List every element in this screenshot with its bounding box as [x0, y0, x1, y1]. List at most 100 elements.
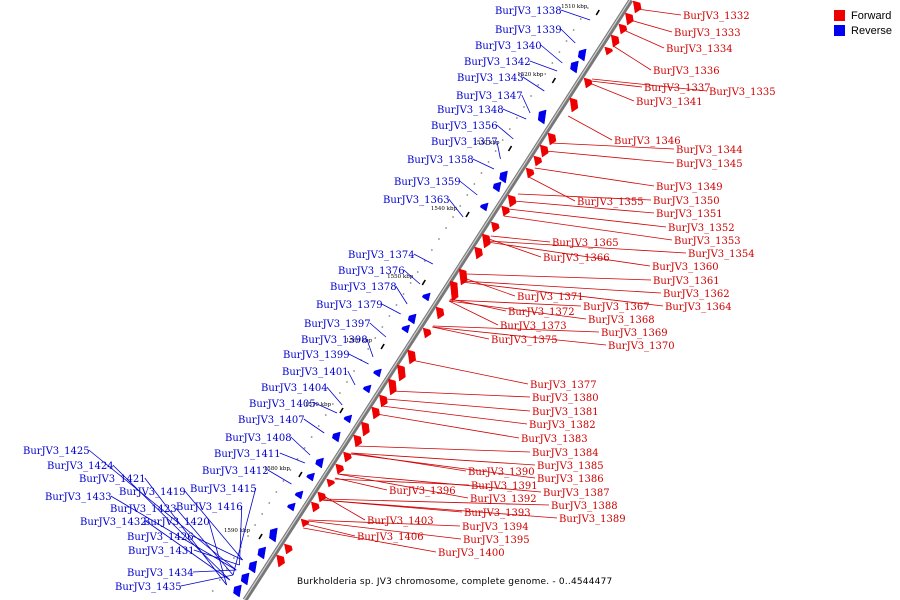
forward-label-leader — [376, 413, 520, 439]
reverse-gene-label: BurJV3_1347 — [456, 91, 523, 102]
reverse-gene-arrow — [269, 527, 278, 543]
reverse-gene-label: BurJV3_1359 — [394, 177, 461, 188]
scale-tick — [465, 211, 470, 218]
forward-gene-arrow — [388, 378, 397, 396]
track-dot — [395, 304, 398, 306]
forward-label-leader — [448, 300, 499, 326]
reverse-gene-arrow — [294, 490, 304, 500]
forward-gene-label: BurJV3_1371 — [517, 292, 584, 303]
forward-label-leader — [590, 80, 643, 88]
reverse-label-leader — [502, 108, 527, 120]
forward-gene-label: BurJV3_1351 — [656, 209, 723, 220]
forward-gene-arrow — [604, 46, 614, 56]
reverse-label-leader — [193, 549, 240, 566]
forward-gene-arrow — [618, 23, 628, 35]
forward-gene-label: BurJV3_1390 — [468, 467, 535, 478]
forward-label-leader — [335, 477, 388, 491]
forward-gene-arrow — [284, 543, 293, 555]
track-dot — [381, 326, 384, 328]
reverse-gene-label: BurJV3_1397 — [304, 319, 371, 330]
forward-gene-label: BurJV3_1362 — [663, 289, 730, 300]
forward-gene-label: BurJV3_1361 — [653, 276, 720, 287]
forward-gene-label: BurJV3_1385 — [537, 461, 604, 472]
reverse-label-leader — [366, 338, 374, 358]
forward-gene-arrow — [501, 205, 510, 217]
forward-gene-arrow — [335, 463, 345, 475]
track-dot — [430, 249, 433, 251]
reverse-label-leader — [184, 490, 243, 561]
scale-label: 1590 kbp — [224, 528, 251, 534]
track-dot — [282, 480, 285, 482]
scale-tick — [258, 533, 263, 540]
reverse-gene-label: BurJV3_1342 — [464, 57, 531, 68]
forward-label-leader — [508, 208, 667, 228]
forward-gene-arrow — [533, 155, 543, 167]
forward-gene-label: BurJV3_1334 — [666, 44, 733, 55]
forward-gene-label: BurJV3_1332 — [683, 11, 750, 22]
reverse-gene-label: BurJV3_1399 — [283, 350, 350, 361]
reverse-label-leader — [560, 28, 576, 44]
scale-label: 1570 kbp — [305, 402, 332, 408]
track-dot — [438, 238, 440, 240]
track-dot — [289, 469, 292, 471]
forward-gene-label: BurJV3_1394 — [462, 522, 529, 533]
reverse-gene-label: BurJV3_1357 — [431, 137, 498, 148]
scale-label: 1530 kbp — [473, 140, 500, 146]
reverse-gene-arrow — [421, 292, 431, 302]
reverse-label-leader — [112, 464, 231, 581]
track-dot — [261, 513, 264, 515]
track-dot — [466, 194, 469, 196]
forward-label-leader — [381, 405, 528, 425]
forward-gene-arrow — [583, 77, 593, 89]
forward-gene-label: BurJV3_1386 — [537, 474, 604, 485]
reverse-gene-label: BurJV3_1338 — [495, 6, 562, 17]
reverse-gene-label: BurJV3_1404 — [261, 383, 328, 394]
reverse-gene-label: BurJV3_1434 — [127, 568, 194, 579]
track-dot — [586, 7, 589, 9]
reverse-gene-label: BurJV3_1401 — [282, 367, 349, 378]
reverse-gene-arrow — [479, 202, 489, 212]
reverse-gene-label: BurJV3_1343 — [457, 73, 524, 84]
forward-gene-label: BurJV3_1341 — [636, 97, 703, 108]
forward-gene-label: BurJV3_1406 — [357, 532, 424, 543]
track-dot — [473, 183, 476, 185]
forward-label-leader — [534, 167, 655, 187]
forward-label-leader — [351, 452, 467, 472]
forward-gene-label: BurJV3_1391 — [471, 481, 538, 492]
forward-label-leader — [411, 359, 529, 385]
track-dot — [317, 425, 320, 427]
scale-label: 1510 kbp — [561, 4, 588, 10]
scale-label: 1550 kbp — [387, 274, 414, 280]
reverse-gene-arrow — [492, 181, 502, 193]
track-dot — [388, 315, 391, 317]
forward-gene-arrow — [379, 394, 388, 408]
forward-gene-label: BurJV3_1333 — [674, 28, 741, 39]
forward-gene-label: BurJV3_1387 — [543, 488, 610, 499]
reverse-gene-label: BurJV3_1348 — [437, 105, 504, 116]
track-dot — [551, 62, 554, 64]
track-dot — [544, 73, 547, 75]
forward-gene-arrow — [311, 501, 320, 513]
forward-gene-arrow — [422, 327, 432, 339]
track-dot — [487, 161, 490, 163]
forward-label-leader — [461, 280, 662, 294]
reverse-gene-label: BurJV3_1433 — [45, 492, 112, 503]
reverse-gene-arrow — [362, 384, 372, 394]
reverse-label-leader — [208, 520, 228, 586]
forward-gene-label: BurJV3_1369 — [601, 328, 668, 339]
reverse-label-leader — [290, 436, 311, 456]
reverse-gene-arrow — [257, 546, 267, 560]
reverse-gene-label: BurJV3_1407 — [238, 415, 305, 426]
track-dot — [331, 403, 334, 405]
track-dot — [310, 436, 313, 438]
forward-gene-label: BurJV3_1372 — [508, 307, 575, 318]
forward-gene-label: BurJV3_1346 — [614, 136, 681, 147]
scale-label: 1540 kbp — [431, 206, 458, 212]
reverse-gene-label: BurJV3_1425 — [23, 446, 90, 457]
track-dot — [572, 29, 575, 31]
forward-gene-arrow — [343, 451, 352, 463]
forward-label-leader — [463, 277, 516, 297]
reverse-gene-arrow — [240, 572, 250, 586]
forward-gene-label: BurJV3_1366 — [543, 253, 610, 264]
forward-gene-label: BurJV3_1360 — [652, 262, 719, 273]
